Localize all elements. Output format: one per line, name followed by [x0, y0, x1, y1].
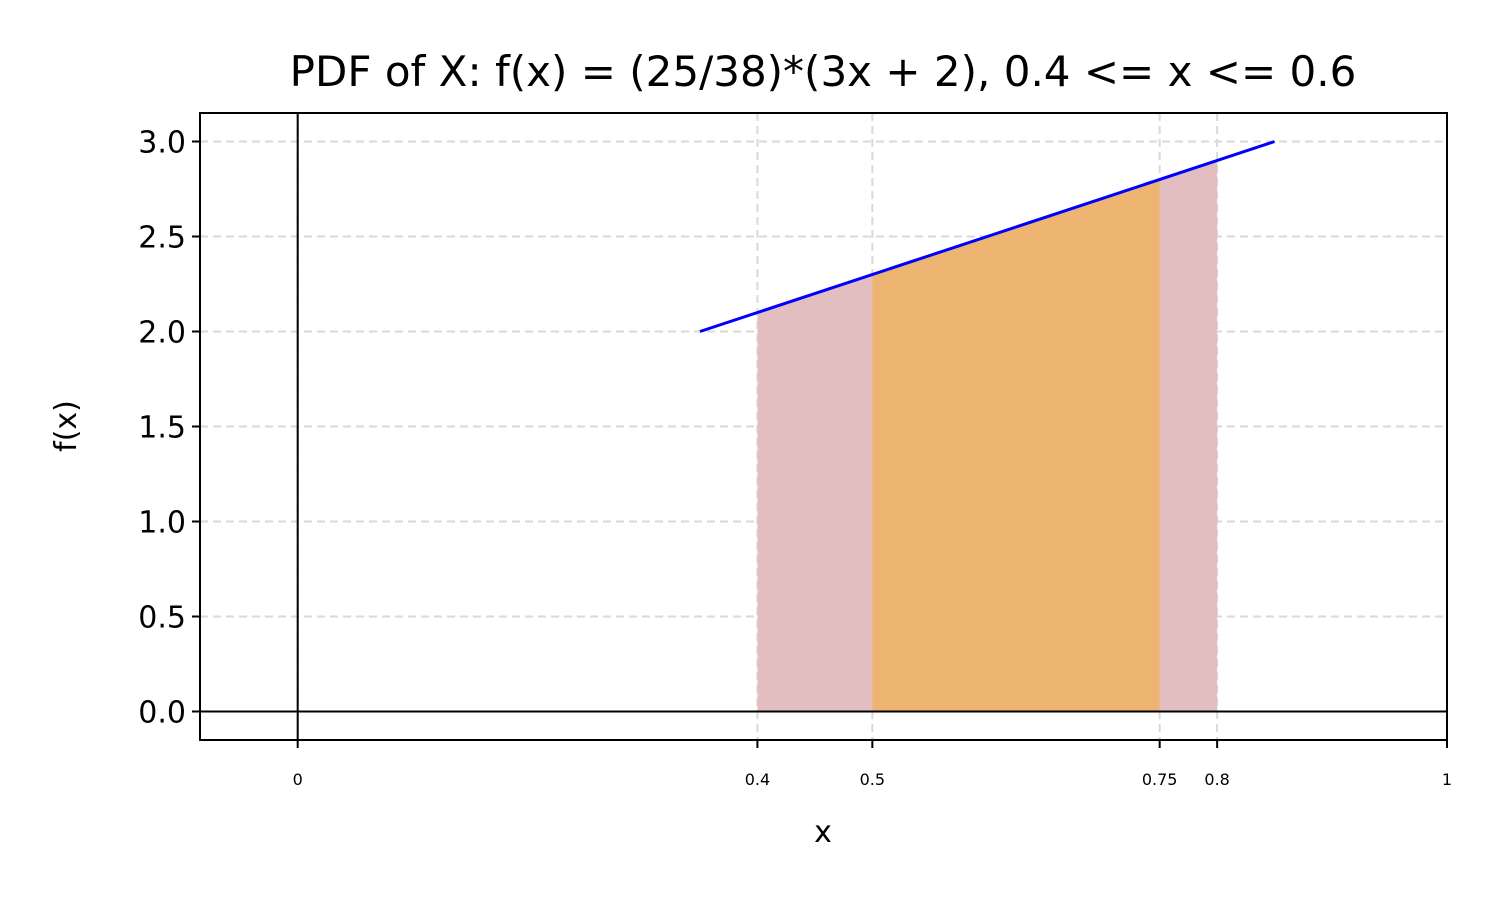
- y-tick-label: 3.0: [138, 126, 186, 161]
- x-axis-label: x: [814, 815, 832, 850]
- x-tick-label: 0.4: [745, 770, 770, 789]
- y-axis-label: f(x): [49, 400, 84, 452]
- chart-title: PDF of X: f(x) = (25/38)*(3x + 2), 0.4 <…: [290, 47, 1357, 96]
- x-tick-label: 0.8: [1204, 770, 1229, 789]
- tick-marks: 0.0 0.5 1.0 1.5 2.0 2.5 3.0 0 0.4 0.5 0.75 0.8 1: [138, 126, 1452, 790]
- y-tick-label: 1.0: [138, 506, 186, 541]
- y-tick-label: 0.0: [138, 696, 186, 731]
- x-tick-label: 1: [1442, 770, 1452, 789]
- series-lines: [699, 140, 1276, 333]
- y-tick-label: 1.5: [138, 411, 186, 446]
- x-tick-label: 0.75: [1142, 770, 1178, 789]
- shaded-regions: [757, 160, 1218, 712]
- zero-axis-lines: [200, 113, 1447, 740]
- y-tick-label: 2.0: [138, 316, 186, 351]
- y-tick-label: 0.5: [138, 601, 186, 636]
- x-tick-label: 0: [293, 770, 303, 789]
- shaded-region: [872, 179, 1160, 712]
- x-tick-label: 0.5: [860, 770, 885, 789]
- y-tick-label: 2.5: [138, 221, 186, 256]
- pdf-line: [699, 140, 1276, 333]
